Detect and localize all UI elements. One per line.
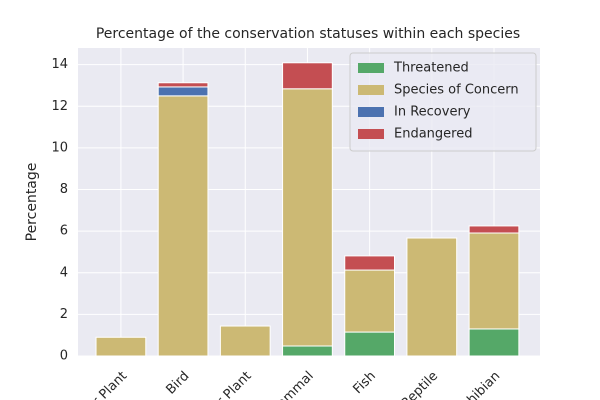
bar-segment [219, 325, 271, 357]
bar-segment [282, 88, 333, 347]
bar-segment [157, 86, 209, 97]
bar-segment [406, 237, 458, 357]
bar-segment [344, 269, 395, 333]
y-tick-label: 0 [60, 349, 68, 364]
legend-swatch [358, 107, 384, 117]
x-tick-label: Vascular Plant [179, 369, 255, 400]
bar-segment [95, 336, 147, 357]
y-tick-label: 10 [51, 140, 68, 155]
bar-segment [468, 328, 520, 357]
bar-segment [468, 225, 520, 234]
legend-swatch [358, 63, 384, 73]
y-tick-label: 6 [60, 224, 68, 239]
x-tick-label: Mammal [266, 369, 316, 400]
y-tick-label: 12 [51, 99, 68, 114]
y-tick-label: 2 [60, 307, 68, 322]
x-tick-label: Fish [351, 369, 379, 397]
x-tick-label: Nonvascular Plant [36, 369, 130, 400]
x-tick-label: Reptile [399, 369, 441, 400]
y-tick-label: 4 [60, 265, 68, 280]
x-tick-label: Amphibian [443, 369, 503, 400]
legend-label: Threatened [393, 61, 469, 76]
y-axis-label: Percentage [24, 163, 40, 242]
bar-segment [282, 345, 333, 357]
legend-label: In Recovery [394, 105, 471, 120]
chart-title: Percentage of the conservation statuses … [96, 26, 520, 42]
bar-segment [157, 95, 209, 357]
bar-segment [157, 82, 209, 88]
y-tick-label: 14 [51, 57, 68, 72]
bar-segment [344, 255, 395, 271]
legend-swatch [358, 85, 384, 95]
legend-box [349, 52, 537, 152]
x-tick-label: Bird [163, 369, 192, 398]
bar-segment [344, 331, 395, 357]
legend-label: Endangered [394, 127, 472, 142]
y-tick-label: 8 [60, 182, 68, 197]
bar-segment [282, 62, 333, 90]
legend-swatch [358, 129, 384, 139]
legend-label: Species of Concern [394, 83, 519, 98]
bar-segment [468, 232, 520, 330]
